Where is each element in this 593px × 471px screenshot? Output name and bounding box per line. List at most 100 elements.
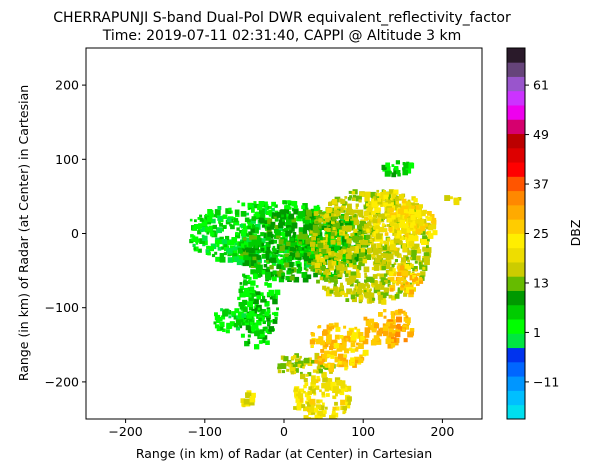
echo-cell (314, 233, 318, 237)
echo-cell (219, 253, 224, 258)
echo-cell (251, 239, 257, 245)
echo-cell (409, 263, 414, 268)
echo-cell (421, 239, 427, 245)
echo-cell (350, 246, 356, 252)
echo-cell (317, 378, 321, 382)
echo-cell (373, 196, 380, 202)
echo-cell (344, 196, 348, 199)
echo-cell (405, 213, 409, 218)
echo-cell (214, 239, 220, 245)
echo-cell (417, 249, 421, 253)
echo-cell (379, 280, 385, 287)
echo-cell (362, 243, 367, 248)
echo-cell (321, 412, 326, 417)
echo-cell (278, 239, 284, 245)
echo-cell (406, 270, 411, 276)
echo-cell (202, 235, 208, 242)
echo-cell (322, 330, 328, 336)
echo-cell (371, 243, 377, 249)
echo-cell (366, 203, 370, 207)
echo-cell (315, 254, 321, 260)
echo-cell (276, 307, 279, 311)
echo-cell (284, 246, 289, 250)
echo-cell (218, 316, 223, 322)
echo-cell (395, 234, 400, 239)
echo-cell (392, 324, 397, 329)
echo-cell (210, 232, 215, 237)
echo-cell (308, 223, 313, 228)
echo-cell (213, 321, 217, 325)
echo-cell (269, 206, 272, 209)
echo-cell (244, 340, 250, 347)
echo-cell (425, 247, 432, 253)
echo-cell (328, 243, 333, 248)
echo-cell (363, 266, 370, 273)
echo-cell (244, 291, 250, 297)
echo-cell (356, 328, 361, 333)
echo-cell (355, 346, 359, 350)
echo-cell (380, 285, 385, 290)
echo-cell (354, 326, 358, 330)
echo-cell (315, 220, 319, 224)
echo-cell (335, 210, 341, 216)
echo-cell (392, 331, 398, 337)
echo-cell (240, 319, 244, 323)
echo-cell (361, 290, 364, 293)
echo-cell (247, 225, 251, 230)
echo-cell (245, 319, 249, 323)
echo-cell (360, 336, 365, 341)
echo-cell (243, 226, 247, 230)
echo-cell (341, 341, 347, 347)
echo-cell (314, 262, 320, 269)
echo-cell (369, 292, 375, 298)
echo-cell (419, 225, 426, 232)
echo-cell (347, 243, 351, 247)
colorbar-segment (507, 333, 525, 349)
echo-cell (364, 275, 368, 279)
echo-cell (255, 285, 259, 288)
echo-cell (195, 242, 199, 245)
echo-cell (348, 190, 352, 194)
echo-cell (414, 244, 419, 249)
echo-cell (220, 228, 224, 232)
echo-cell (247, 341, 251, 344)
echo-cell (267, 218, 273, 224)
echo-cell (201, 225, 208, 232)
echo-cell (276, 264, 282, 270)
echo-cell (402, 283, 407, 287)
echo-cell (399, 285, 405, 291)
echo-cell (344, 367, 348, 371)
echo-cell (346, 207, 353, 214)
echo-cell (313, 250, 319, 256)
echo-cell (267, 231, 273, 237)
echo-cell (254, 325, 259, 330)
echo-cell (318, 325, 322, 329)
echo-cell (389, 221, 395, 227)
echo-cell (379, 327, 385, 333)
echo-cell (301, 272, 308, 278)
echo-cell (270, 257, 277, 263)
echo-cell (314, 356, 318, 360)
echo-cell (369, 278, 375, 283)
echo-cell (332, 227, 336, 231)
echo-cell (292, 201, 298, 207)
colorbar (506, 47, 526, 420)
echo-cell (387, 253, 394, 260)
echo-cell (397, 277, 401, 281)
echo-cell (356, 268, 359, 272)
echo-cell (247, 202, 253, 208)
echo-cell (237, 200, 240, 203)
echo-cell (302, 276, 309, 283)
echo-cell (314, 379, 319, 384)
echo-cell (233, 315, 238, 320)
echo-cell (217, 215, 223, 221)
echo-cell (399, 236, 404, 241)
echo-cell (390, 198, 393, 201)
echo-cell (367, 201, 371, 204)
echo-cell (332, 243, 336, 247)
echo-cell (282, 370, 285, 374)
echo-cell (333, 343, 339, 349)
echo-cell (228, 207, 232, 211)
echo-cell (398, 194, 404, 199)
echo-cell (343, 292, 349, 298)
